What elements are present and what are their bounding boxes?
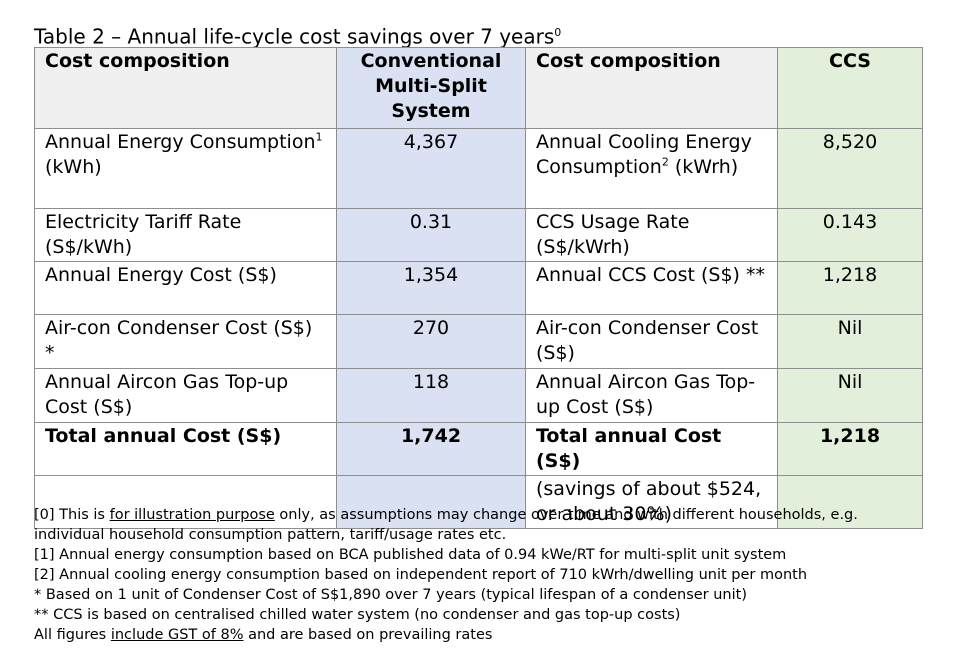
row-label-conventional: Air-con Condenser Cost (S$) * xyxy=(34,314,337,369)
row-value-conventional: 0.31 xyxy=(336,208,526,262)
header-row: Cost composition Conventional Multi-Spli… xyxy=(34,47,923,129)
header-cost-composition-right: Cost composition xyxy=(525,47,778,129)
row-label-ccs: Annual CCS Cost (S$) ** xyxy=(525,261,778,315)
footnote-double-asterisk: ** CCS is based on centralised chilled w… xyxy=(34,607,681,623)
row-value-conventional: 1,354 xyxy=(336,261,526,315)
table-row: Annual Energy Cost (S$) 1,354 Annual CCS… xyxy=(34,261,923,315)
table-row: Electricity Tariff Rate (S$/kWh) 0.31 CC… xyxy=(34,208,923,262)
table-row: Annual Energy Consumption1 (kWh) 4,367 A… xyxy=(34,128,923,209)
header-ccs: CCS xyxy=(777,47,923,129)
illustration-purpose-text: for illustration purpose xyxy=(109,507,275,523)
footnote-1: [1] Annual energy consumption based on B… xyxy=(34,547,787,563)
footnote-0: [0] This is for illustration purpose onl… xyxy=(34,507,858,523)
row-value-conventional: 4,367 xyxy=(336,128,526,209)
footnote-0-continued: individual household consumption pattern… xyxy=(34,527,507,543)
row-label-ccs: Air-con Condenser Cost (S$) xyxy=(525,314,778,369)
cost-table: Cost composition Conventional Multi-Spli… xyxy=(34,47,923,529)
row-value-ccs: 8,520 xyxy=(777,128,923,209)
row-value-ccs: 1,218 xyxy=(777,261,923,315)
footnotes: [0] This is for illustration purpose onl… xyxy=(34,505,954,645)
table-row: Annual Aircon Gas Top-up Cost (S$) 118 A… xyxy=(34,368,923,423)
row-label-ccs: Annual Cooling Energy Consumption2 (kWrh… xyxy=(525,128,778,209)
total-label-conventional: Total annual Cost (S$) xyxy=(34,422,337,476)
savings-note: (savings of about $524, or about 30%) xyxy=(525,475,778,529)
table-title-footnote-mark: 0 xyxy=(554,26,562,39)
footnote-gst: All figures include GST of 8% and are ba… xyxy=(34,627,493,643)
savings-empty-conventional xyxy=(336,475,526,529)
savings-row: (savings of about $524, or about 30%) xyxy=(34,475,923,529)
row-label-conventional: Annual Energy Cost (S$) xyxy=(34,261,337,315)
row-label-conventional: Annual Aircon Gas Top-up Cost (S$) xyxy=(34,368,337,423)
table-title-text: Table 2 – Annual life-cycle cost savings… xyxy=(34,24,555,49)
total-row: Total annual Cost (S$) 1,742 Total annua… xyxy=(34,422,923,476)
row-value-ccs: 0.143 xyxy=(777,208,923,262)
footnote-asterisk: * Based on 1 unit of Condenser Cost of S… xyxy=(34,587,747,603)
total-value-conventional: 1,742 xyxy=(336,422,526,476)
header-conventional-system: Conventional Multi-Split System xyxy=(336,47,526,129)
row-label-ccs: CCS Usage Rate (S$/kWrh) xyxy=(525,208,778,262)
row-value-conventional: 118 xyxy=(336,368,526,423)
savings-empty-ccs xyxy=(777,475,923,529)
row-label-ccs: Annual Aircon Gas Top-up Cost (S$) xyxy=(525,368,778,423)
row-label-conventional: Electricity Tariff Rate (S$/kWh) xyxy=(34,208,337,262)
footnote-2: [2] Annual cooling energy consumption ba… xyxy=(34,567,808,583)
table-row: Air-con Condenser Cost (S$) * 270 Air-co… xyxy=(34,314,923,369)
total-value-ccs: 1,218 xyxy=(777,422,923,476)
header-cost-composition-left: Cost composition xyxy=(34,47,337,129)
row-label-conventional: Annual Energy Consumption1 (kWh) xyxy=(34,128,337,209)
table-title: Table 2 – Annual life-cycle cost savings… xyxy=(34,20,561,50)
row-value-conventional: 270 xyxy=(336,314,526,369)
gst-text: include GST of 8% xyxy=(110,627,244,643)
row-value-ccs: Nil xyxy=(777,314,923,369)
savings-empty-left xyxy=(34,475,337,529)
row-value-ccs: Nil xyxy=(777,368,923,423)
total-label-ccs: Total annual Cost (S$) xyxy=(525,422,778,476)
